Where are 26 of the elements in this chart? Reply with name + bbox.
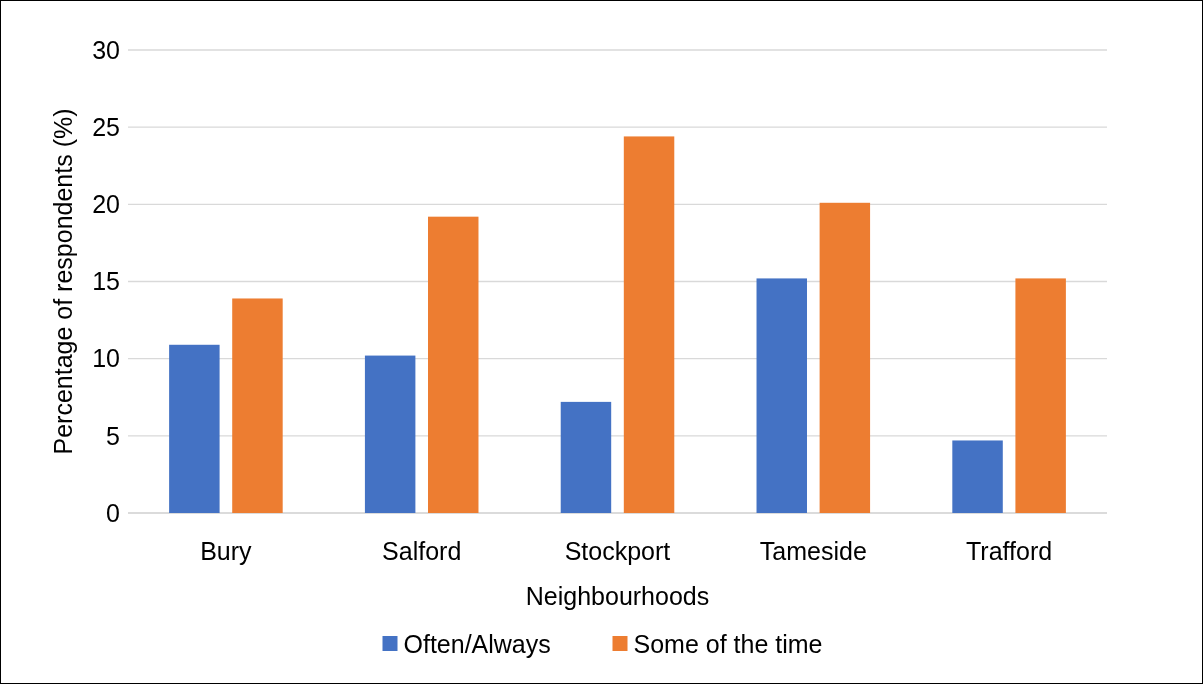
- legend-label: Often/Always: [403, 629, 551, 658]
- x-axis-title: Neighbourhoods: [525, 582, 710, 610]
- y-tick-label: 20: [92, 190, 120, 219]
- y-tick-label: 0: [106, 498, 120, 527]
- y-tick-label: 5: [106, 421, 120, 450]
- x-tick-label: Bury: [200, 537, 253, 565]
- y-tick-label: 10: [92, 344, 120, 373]
- bar: [819, 202, 871, 513]
- legend-label: Some of the time: [633, 629, 823, 658]
- bar: [756, 278, 807, 513]
- bar: [560, 401, 612, 513]
- bar: [232, 298, 283, 513]
- x-tick-label: Tameside: [759, 537, 867, 565]
- y-tick-label: 30: [92, 35, 120, 64]
- x-tick-label: Stockport: [564, 537, 671, 565]
- bar: [428, 216, 479, 513]
- x-tick-label: Salford: [382, 537, 462, 565]
- bar: [169, 344, 220, 513]
- bar: [364, 355, 416, 513]
- y-tick-label: 25: [92, 112, 120, 141]
- bar: [952, 440, 1003, 513]
- bar: [1015, 278, 1066, 513]
- y-tick-label: 15: [92, 267, 120, 296]
- x-tick-label: Trafford: [966, 537, 1053, 565]
- bar: [623, 136, 675, 513]
- y-axis-title: Percentage of respondents (%): [49, 108, 77, 455]
